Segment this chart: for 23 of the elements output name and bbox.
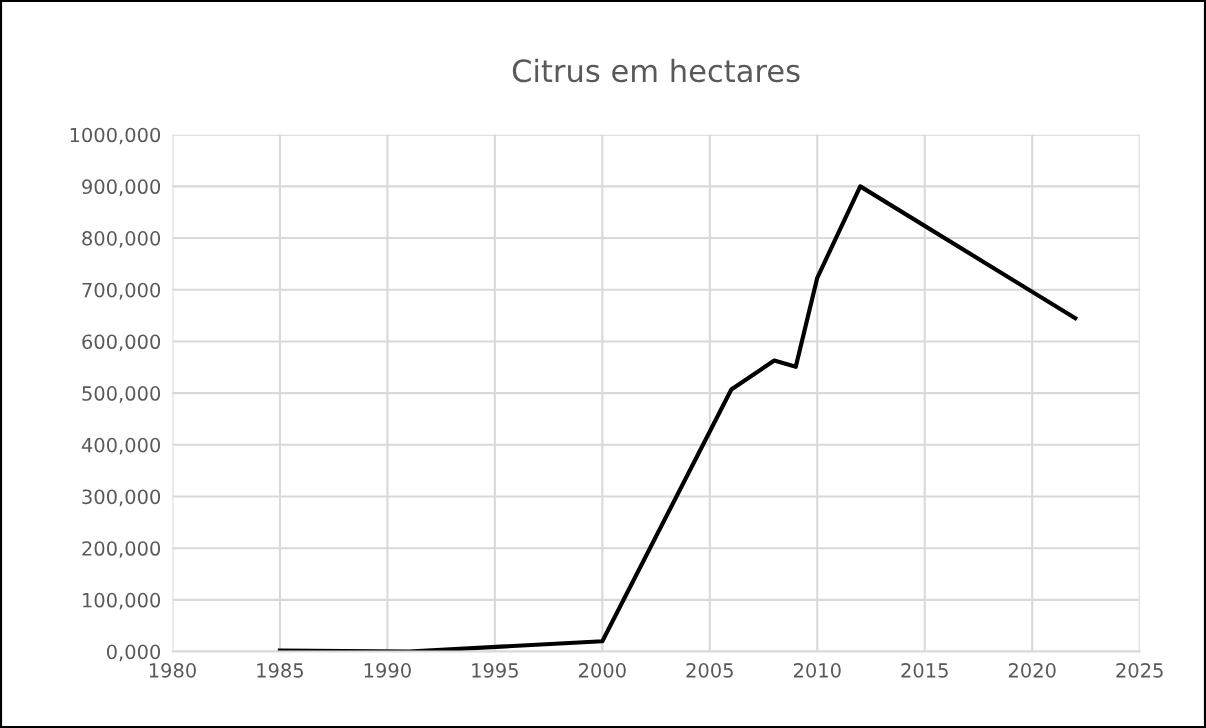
x-tick-label: 1985 — [257, 663, 303, 678]
x-tick-label: 2025 — [1116, 663, 1163, 678]
y-tick-label: 400,000 — [81, 437, 161, 455]
x-tick-label: 2015 — [901, 663, 948, 678]
x-tick-label: 1980 — [149, 663, 196, 678]
y-tick-label: 800,000 — [82, 231, 161, 248]
line-series — [277, 184, 1078, 652]
x-tick-label: 1990 — [364, 663, 411, 678]
x-tick-label: 2010 — [793, 663, 841, 678]
y-tick-label: 600,000 — [82, 334, 161, 352]
y-tick-label: 1000,000 — [70, 127, 161, 145]
y-tick-label: 300,000 — [82, 489, 161, 507]
x-tick-label: 2020 — [1008, 663, 1056, 678]
y-tick-label: 700,000 — [82, 282, 161, 300]
x-tick-label: 1995 — [472, 663, 518, 678]
x-tick-label: 2000 — [579, 663, 626, 678]
y-tick-label: 0,000 — [106, 644, 161, 662]
y-tick-label: 200,000 — [82, 541, 161, 558]
y-tick-label: 900,000 — [82, 179, 161, 197]
chart-title: Citrus em hectares — [512, 58, 800, 83]
y-tick-label: 500,000 — [82, 386, 161, 403]
y-tick-label: 100,000 — [83, 592, 161, 610]
x-tick-label: 2005 — [686, 663, 733, 678]
